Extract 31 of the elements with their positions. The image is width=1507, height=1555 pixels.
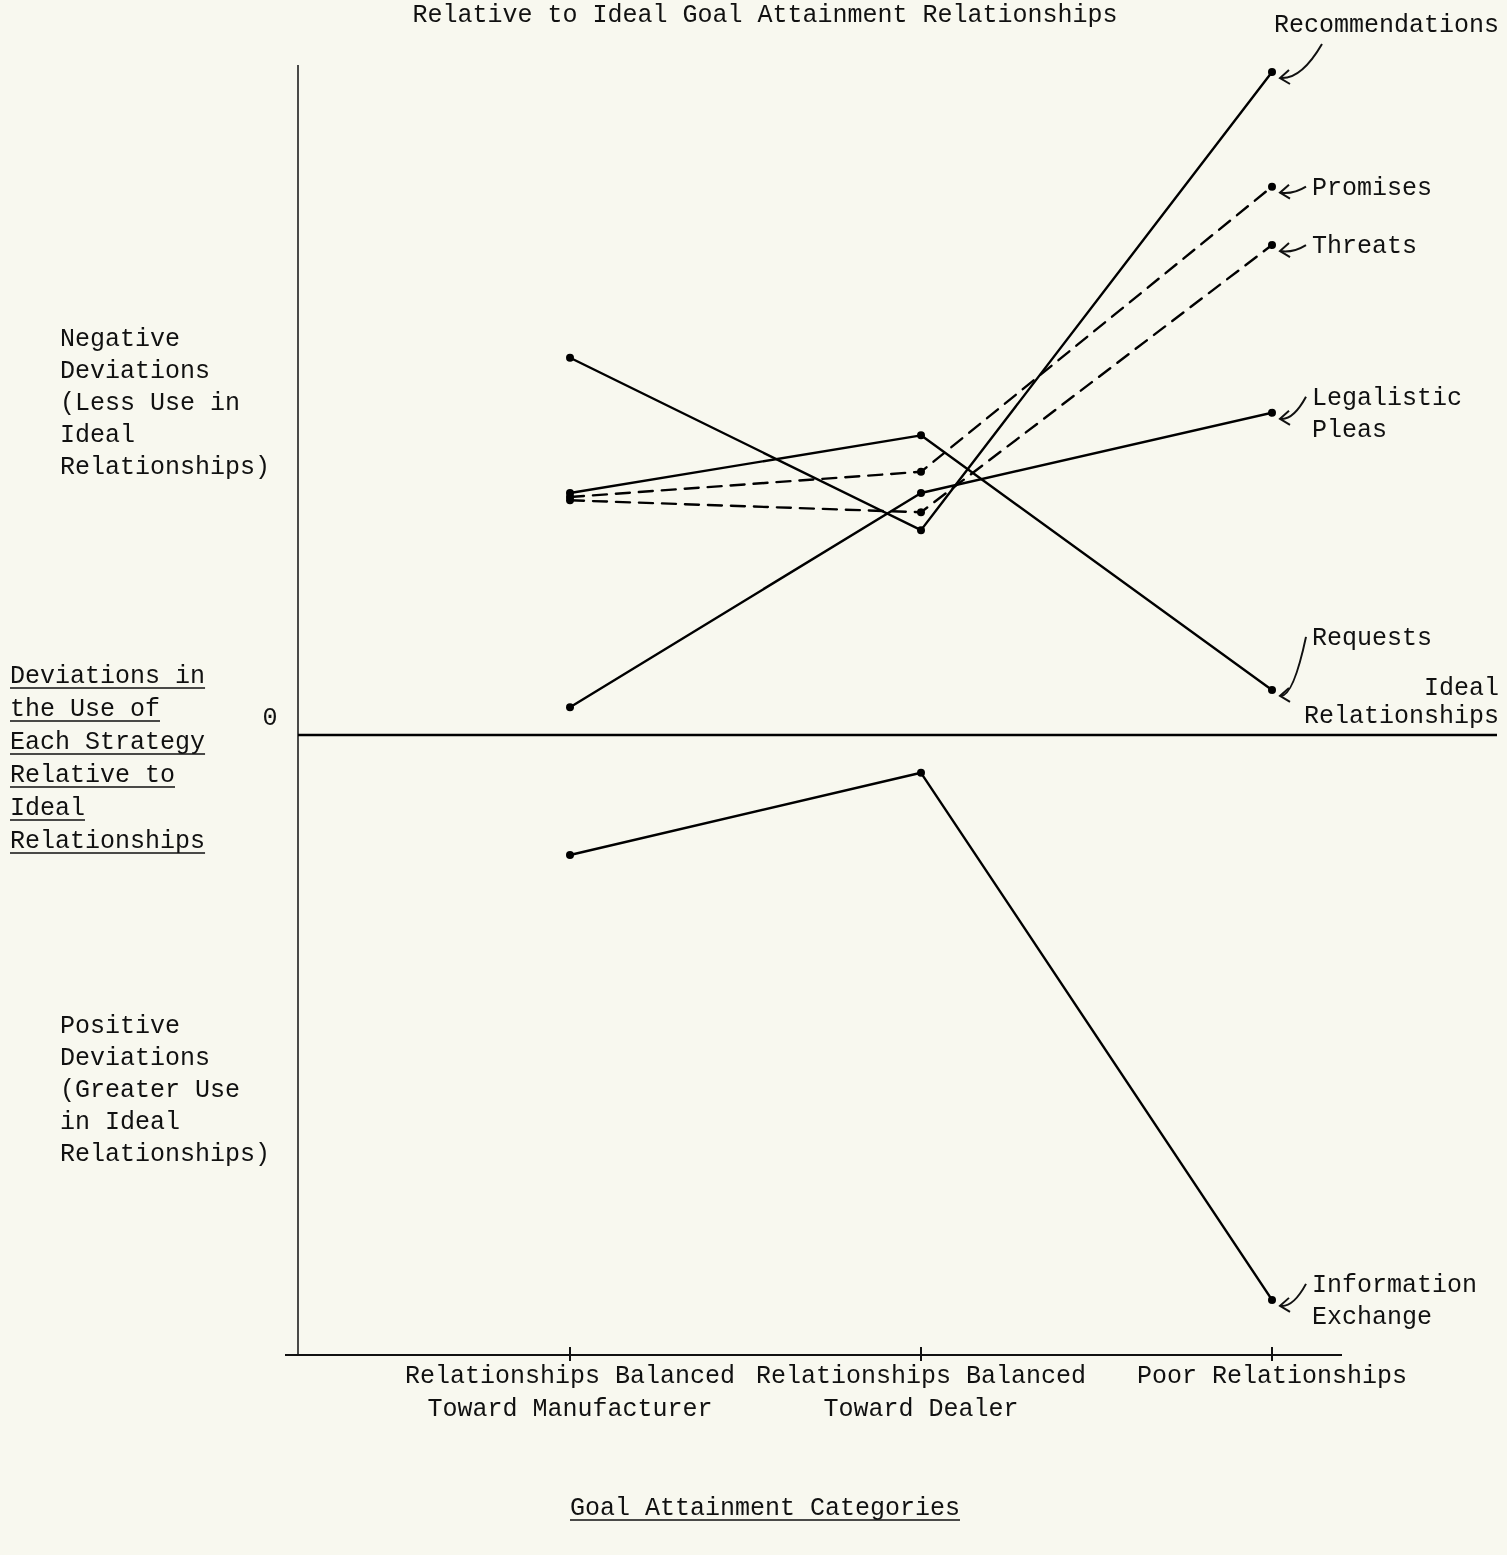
point [1268,685,1276,694]
point [917,508,925,517]
point [1268,68,1276,76]
text: Requests [1312,623,1433,653]
x-axis-title: Goal Attainment Categories [569,1494,961,1523]
series-label: Legalistic Pleas [1312,383,1463,445]
series-label: Recommendations [1273,11,1499,40]
text: Negative Deviations (Less Use in Ideal Relationships) [60,325,271,482]
point [917,431,925,440]
point [917,526,925,535]
y-axis-title: Deviations in the Use of Each Strategy Relative to Ideal Relationships [10,662,206,856]
ref-line-label: Ideal Relationships [1303,674,1499,731]
series-label: Threats [1312,232,1418,262]
point [566,353,574,362]
series-label: Information Exchange [1312,1270,1478,1332]
point [1268,241,1276,250]
series-label: Promises [1312,173,1433,203]
chart-title: Relative to Ideal Goal Attainment Relationships [412,1,1118,30]
point [1268,408,1276,417]
x-tick-label: Poor Relationships [1136,1362,1408,1391]
point [917,489,925,498]
point [917,768,925,777]
x-tick-label: Relationships Balanced Toward Dealer [755,1362,1087,1424]
point [1268,1295,1276,1304]
text: Positive Deviations (Greater Use in Ideal Relationships) [60,1012,271,1169]
point [917,467,925,476]
point [566,703,574,712]
text: 0 [262,704,278,733]
point [566,851,574,859]
x-tick-label: Relationships Balanced Toward Manufacturer [404,1362,736,1424]
point [1268,182,1276,191]
